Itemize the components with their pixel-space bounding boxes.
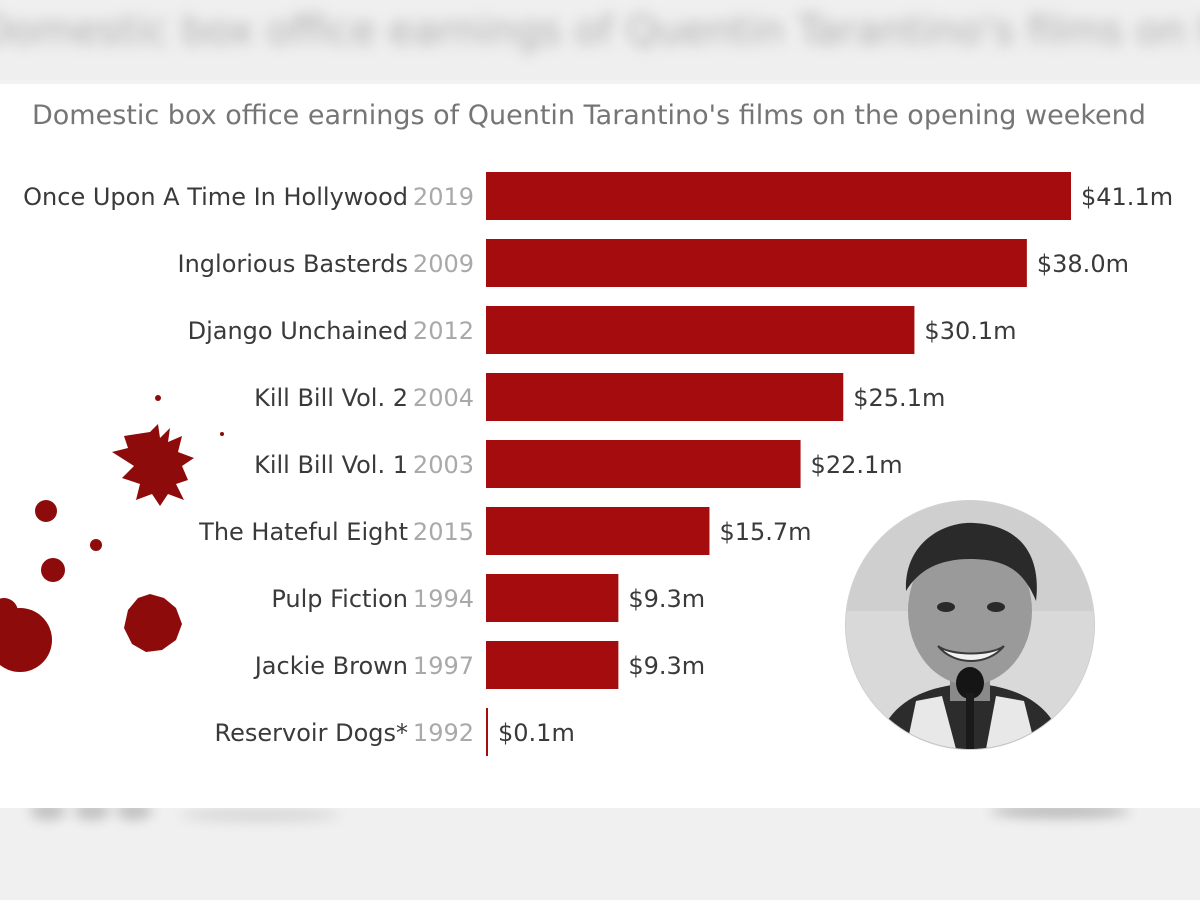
value-label: $25.1m [853,384,945,412]
bar [486,239,1027,287]
year-label: 1994 [413,585,474,613]
value-label: $0.1m [498,719,575,747]
category-label: Reservoir Dogs* [215,719,408,747]
bar [486,708,488,756]
value-label: $30.1m [924,317,1016,345]
bar [486,373,844,421]
blurred-title: Domestic box office earnings of Quentin … [0,8,1200,54]
year-label: 2019 [413,183,474,211]
value-label: $41.1m [1081,183,1173,211]
bar-chart: Once Upon A Time In Hollywood 2019 Inglori… [0,172,1173,756]
bar [486,507,710,555]
category-label: Pulp Fiction [271,585,408,613]
year-label: 2003 [413,451,474,479]
year-label: 2012 [413,317,474,345]
category-label: Kill Bill Vol. 2 [254,384,408,412]
category-label: Kill Bill Vol. 1 [254,451,408,479]
value-label: $15.7m [719,518,811,546]
year-label: 2015 [413,518,474,546]
value-label: $38.0m [1037,250,1129,278]
bar [486,306,915,354]
bar [486,574,619,622]
category-label: Once Upon A Time In Hollywood [23,183,408,211]
category-label: Inglorious Basterds [178,250,408,278]
category-label: Jackie Brown [253,652,408,680]
bar [486,440,801,488]
year-label: 2004 [413,384,474,412]
bar [486,641,619,689]
blurred-footer [0,808,1200,900]
value-label: $9.3m [628,652,705,680]
director-portrait [846,501,1094,749]
category-label: The Hateful Eight [198,518,408,546]
year-label: 2009 [413,250,474,278]
year-label: 1992 [413,719,474,747]
bar [486,172,1071,220]
blurred-header: Domestic box office earnings of Quentin … [0,0,1200,80]
value-label: $9.3m [628,585,705,613]
category-label: Django Unchained [188,317,408,345]
value-label: $22.1m [811,451,903,479]
year-label: 1997 [413,652,474,680]
chart-title: Domestic box office earnings of Quentin … [32,100,1146,131]
blood-splatter-decoration [0,395,224,672]
